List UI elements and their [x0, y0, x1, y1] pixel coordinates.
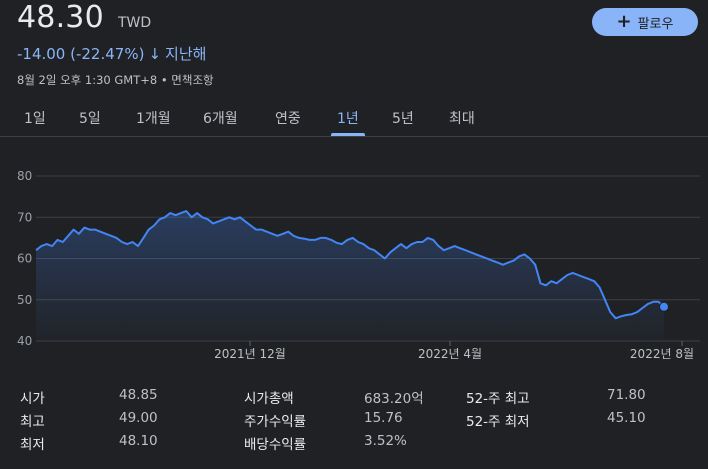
tabs-divider [0, 136, 708, 137]
stat-value-market-cap: 683.20억 [364, 391, 424, 407]
stat-label-pe-ratio: 주가수익률 [244, 414, 307, 430]
x-axis-label: 2021년 12월 [214, 347, 286, 361]
x-axis-label: 2022년 8월 [630, 347, 694, 361]
y-tick-label: 80 [17, 169, 32, 183]
stat-value-52w-low: 45.10 [607, 410, 646, 426]
stat-label-dividend-yield: 배당수익률 [244, 437, 307, 453]
tab-6m[interactable]: 6개월 [203, 111, 238, 127]
last-price-point[interactable] [659, 301, 669, 312]
y-tick-label: 40 [17, 334, 32, 348]
y-tick-label: 60 [17, 252, 32, 266]
tab-1y[interactable]: 1년 [331, 108, 365, 136]
stat-label-52w-low: 52-주 최저 [466, 414, 530, 430]
tab-1m[interactable]: 1개월 [136, 111, 171, 127]
tab-max[interactable]: 최대 [449, 111, 475, 127]
y-tick-label: 70 [17, 210, 32, 224]
change-value: -14.00 (-22.47%) [17, 44, 145, 63]
stat-label-52w-high: 52-주 최고 [466, 391, 530, 407]
stat-label-open: 시가 [20, 391, 45, 407]
stat-value-dividend-yield: 3.52% [364, 433, 407, 449]
tab-ytd[interactable]: 연중 [275, 111, 301, 127]
tab-1d[interactable]: 1일 [24, 111, 46, 127]
tab-5d[interactable]: 5일 [79, 111, 101, 127]
stat-label-low: 최저 [20, 437, 45, 453]
currency-label: TWD [118, 15, 152, 31]
price-change: -14.00 (-22.47%) ↓ 지난해 [17, 43, 206, 64]
y-tick-label: 50 [17, 293, 32, 307]
stat-value-high: 49.00 [119, 410, 158, 426]
price-line [35, 210, 665, 320]
change-period: 지난해 [165, 45, 207, 63]
price-chart[interactable]: 80 70 60 50 40 2021년 12월 2022년 4월 2022년 8월 [0, 160, 708, 370]
follow-label: 팔로우 [637, 16, 674, 32]
stat-value-open: 48.85 [119, 387, 158, 403]
stat-value-low: 48.10 [119, 433, 158, 449]
x-axis-label: 2022년 4월 [418, 347, 482, 361]
stat-label-market-cap: 시가총액 [244, 391, 294, 407]
stat-value-52w-high: 71.80 [607, 387, 646, 403]
price-area [36, 211, 664, 341]
current-price: 48.30 [17, 0, 104, 35]
stat-label-high: 최고 [20, 414, 45, 430]
arrow-down-icon: ↓ [148, 44, 162, 63]
plus-icon: + [616, 11, 632, 32]
follow-button[interactable]: + 팔로우 [592, 8, 698, 36]
tab-5y[interactable]: 5년 [392, 111, 414, 127]
stat-value-pe-ratio: 15.76 [364, 410, 403, 426]
timestamp-disclaimer: 8월 2일 오후 1:30 GMT+8 • 면책조항 [17, 73, 214, 87]
